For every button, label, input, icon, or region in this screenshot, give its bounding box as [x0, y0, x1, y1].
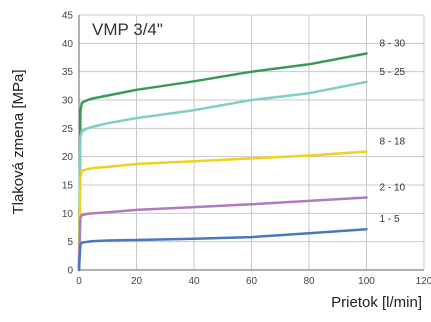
y-tick-label: 40 — [62, 39, 74, 50]
y-tick-label: 0 — [67, 266, 73, 277]
x-tick-label: 40 — [188, 276, 200, 287]
series-line — [77, 80, 368, 272]
series-labels: 8 - 30 5 - 25 8 - 18 2 - 10 1 - 5 — [380, 39, 406, 226]
x-tick-label: 100 — [358, 276, 375, 287]
series-line — [77, 52, 368, 272]
y-tick-label: 25 — [62, 124, 74, 135]
series-lines — [77, 52, 368, 272]
y-tick-label: 20 — [62, 152, 74, 163]
x-tick-label: 20 — [131, 276, 143, 287]
series-label: 1 - 5 — [380, 214, 400, 225]
x-tick-label: 120 — [416, 276, 431, 287]
y-tick-label: 45 — [62, 11, 74, 22]
y-tick-label: 5 — [67, 237, 73, 248]
series-label: 8 - 30 — [380, 39, 406, 50]
y-tick-label: 15 — [62, 181, 74, 192]
grid — [79, 14, 425, 270]
chart-title: VMP 3/4" — [92, 20, 163, 39]
series-line — [77, 150, 368, 272]
x-tick-labels: 0 20 40 60 80 100 120 — [76, 276, 431, 287]
series-label: 2 - 10 — [380, 182, 406, 193]
series-line — [77, 227, 368, 272]
x-tick-label: 60 — [246, 276, 258, 287]
y-tick-label: 35 — [62, 67, 74, 78]
series-line — [77, 196, 368, 272]
y-tick-labels: 0 5 10 15 20 25 30 35 40 45 — [62, 11, 74, 277]
y-tick-label: 10 — [62, 209, 74, 220]
y-axis-title: Tlaková zmena [MPa] — [10, 69, 27, 214]
series-label: 8 - 18 — [380, 137, 406, 148]
x-axis-title: Prietok [l/min] — [331, 294, 422, 311]
series-label: 5 - 25 — [380, 67, 406, 78]
x-tick-label: 0 — [76, 276, 82, 287]
y-tick-label: 30 — [62, 96, 74, 107]
x-tick-label: 80 — [303, 276, 315, 287]
